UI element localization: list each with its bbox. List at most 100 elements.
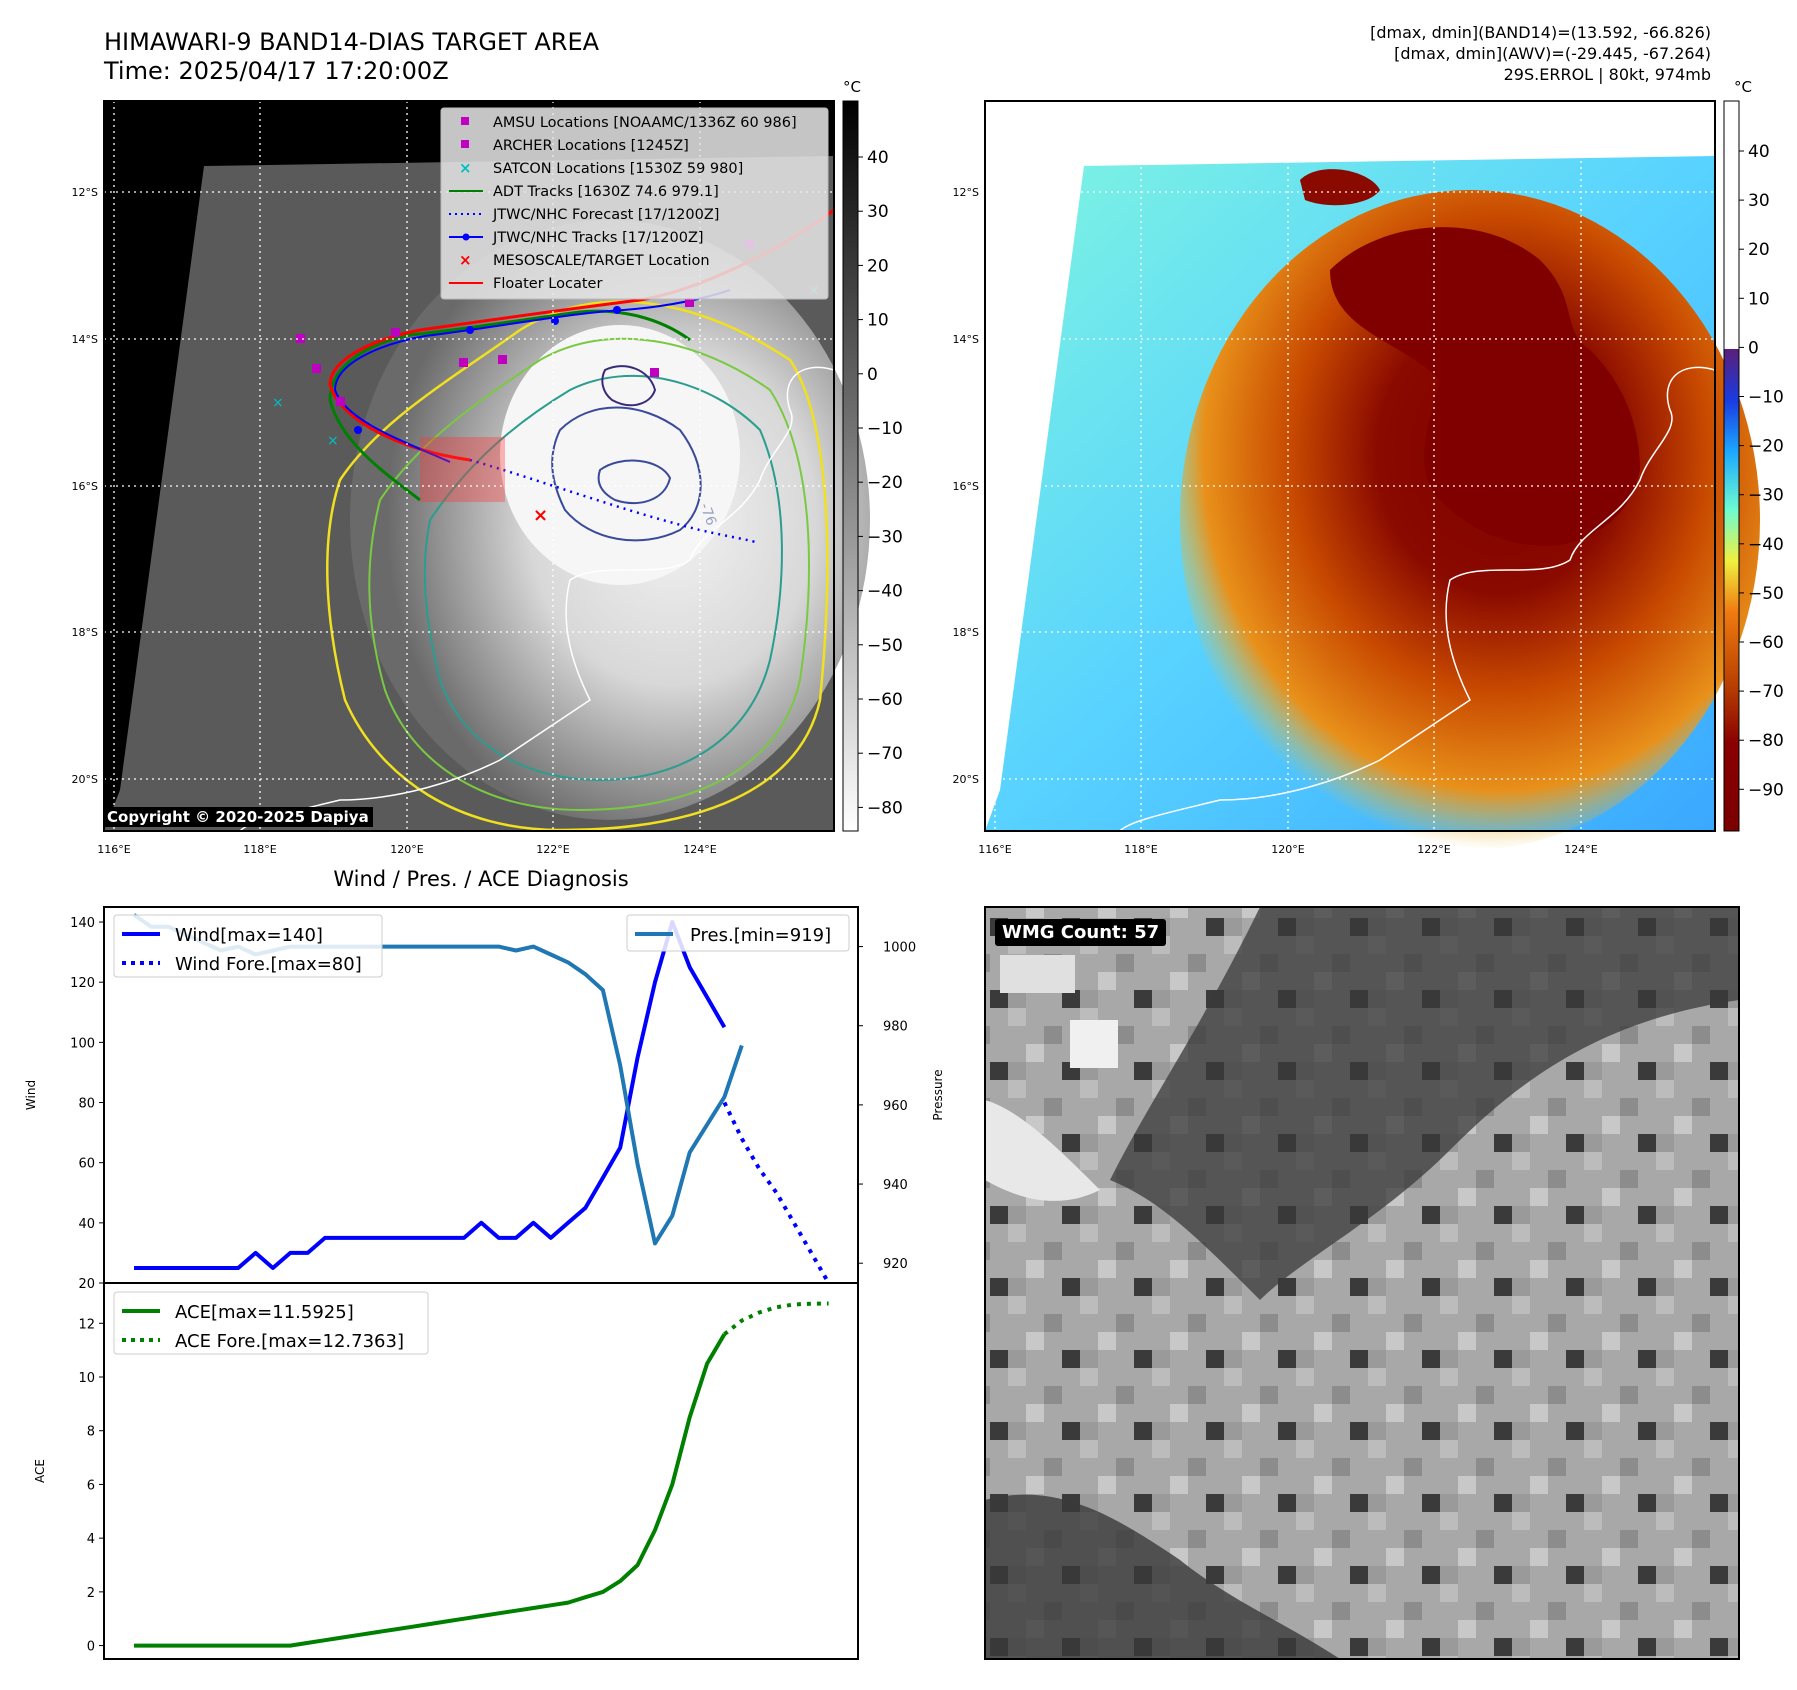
colorbar-tick-label: 40 xyxy=(1748,142,1770,162)
colorbar-tick-label: 40 xyxy=(867,148,889,168)
lat-label: 18°S xyxy=(72,626,98,639)
colorbar-tick-label: −90 xyxy=(1748,780,1784,800)
lat-label: 20°S xyxy=(72,773,98,786)
pressure-y-ticks: 920 940 960 980 1000 xyxy=(858,941,916,1272)
info-line-2: [dmax, dmin](AWV)=(-29.445, -67.264) xyxy=(1394,44,1711,63)
lon-label: 120°E xyxy=(390,843,423,856)
contour-blue xyxy=(551,406,702,542)
contour-inner xyxy=(597,459,672,504)
coastline xyxy=(239,366,835,832)
contour-indigo xyxy=(601,365,657,407)
colorbar-tick-label: 20 xyxy=(1748,240,1770,260)
series-line xyxy=(723,1301,829,1336)
jtwc-track-point xyxy=(354,426,362,434)
wmg-light-patch xyxy=(985,1100,1100,1201)
gray-colorbar-fill xyxy=(842,100,859,832)
ace-fore-legend-label: ACE Fore.[max=12.7363] xyxy=(175,1331,404,1352)
legend-item-label: SATCON Locations [1530Z 59 980] xyxy=(493,161,743,177)
series-line xyxy=(134,920,727,1270)
lat-label: 14°S xyxy=(953,333,979,346)
info-line-1: [dmax, dmin](BAND14)=(13.592, -66.826) xyxy=(1370,23,1711,42)
y-tick-label: 12 xyxy=(78,1317,95,1332)
wmg-light-block xyxy=(1000,955,1075,993)
lon-label: 124°E xyxy=(1564,843,1597,856)
wmg-dark-band xyxy=(1110,907,1739,1300)
colorbar-tick-label: 10 xyxy=(1748,289,1770,309)
y-tick-label: 960 xyxy=(883,1099,908,1114)
colorbar-tick-label: −40 xyxy=(1748,535,1784,555)
mesoscale-box xyxy=(420,437,505,502)
lat-label: 12°S xyxy=(72,186,98,199)
wmg-panel xyxy=(984,906,1740,1660)
amsu-marker xyxy=(296,334,305,343)
legend-items: AMSU Locations [NOAAMC/1336Z 60 986] ARCH… xyxy=(449,115,797,292)
lat-label: 18°S xyxy=(953,626,979,639)
contour-teal xyxy=(423,374,783,782)
lat-label: 12°S xyxy=(953,186,979,199)
gray-colorbar-ticks: 40 30 20 10 0 −10 −20 −30 −40 −50 −60 −70 −80 xyxy=(858,148,903,818)
lon-label: 122°E xyxy=(536,843,569,856)
ir-grid-lines xyxy=(985,101,1715,831)
wind-legend-label: Wind[max=140] xyxy=(175,925,323,946)
left-map-lon-labels: 116°E 118°E 120°E 122°E 124°E xyxy=(97,843,716,856)
left-map-lat-labels: 12°S 14°S 16°S 18°S 20°S xyxy=(72,186,98,786)
legend-item-label: MESOSCALE/TARGET Location xyxy=(493,253,710,269)
archer-marker xyxy=(459,358,468,367)
contour-label: -76 xyxy=(696,501,719,528)
legend-item-label: Floater Locater xyxy=(493,276,602,292)
colorbar-tick-label: −20 xyxy=(867,473,903,493)
colorbar-tick-label: −10 xyxy=(1748,388,1784,408)
wind-y-ticks: 20 40 60 80 100 120 140 xyxy=(70,916,104,1292)
lon-label: 116°E xyxy=(97,843,130,856)
lon-label: 120°E xyxy=(1271,843,1304,856)
colorbar-tick-label: −30 xyxy=(1748,486,1784,506)
legend-item-label: JTWC/NHC Tracks [17/1200Z] xyxy=(492,230,704,246)
ir-cold-top xyxy=(1300,169,1380,206)
lon-label: 118°E xyxy=(1124,843,1157,856)
lon-label: 118°E xyxy=(243,843,276,856)
legend-marker-x: × xyxy=(459,251,472,269)
wind-fore-legend-label: Wind Fore.[max=80] xyxy=(175,954,362,975)
y-tick-label: 6 xyxy=(87,1478,95,1493)
legend-marker-square xyxy=(461,140,469,148)
y-tick-label: 4 xyxy=(87,1532,95,1547)
legend-item-label: ADT Tracks [1630Z 74.6 979.1] xyxy=(493,184,719,200)
legend-marker-square xyxy=(461,117,469,125)
right-map-lon-labels: 116°E 118°E 120°E 122°E 124°E xyxy=(978,843,1597,856)
jtwc-track-point xyxy=(466,326,474,334)
lon-label: 122°E xyxy=(1417,843,1450,856)
ace-series xyxy=(134,1301,829,1648)
colorbar-tick-label: −70 xyxy=(1748,682,1784,702)
y-tick-label: 8 xyxy=(87,1425,95,1440)
colorbar-tick-label: −60 xyxy=(867,690,903,710)
y-tick-label: 940 xyxy=(883,1178,908,1193)
lat-label: 14°S xyxy=(72,333,98,346)
y-tick-label: 2 xyxy=(87,1586,95,1601)
y-tick-label: 80 xyxy=(78,1097,95,1112)
colorbar-tick-label: −60 xyxy=(1748,633,1784,653)
ir-coastline xyxy=(1119,366,1716,832)
wind-axis-label: Wind xyxy=(24,1080,38,1110)
color-colorbar: °C 40 30 20 10 0 −10 −20 −30 −40 −50 −60 −70 −80 −90 xyxy=(1723,78,1784,832)
colorbar-tick-label: 30 xyxy=(1748,191,1770,211)
y-tick-label: 40 xyxy=(78,1217,95,1232)
gray-colorbar: °C 40 30 20 10 0 −10 −20 −30 −40 −50 −60 −70 −80 xyxy=(842,78,903,832)
pressure-axis-label: Pressure xyxy=(931,1069,945,1120)
storm-cloud-core xyxy=(500,325,740,585)
legend-item-label: JTWC/NHC Forecast [17/1200Z] xyxy=(492,207,719,223)
y-tick-label: 20 xyxy=(78,1277,95,1292)
colorbar-tick-label: 10 xyxy=(867,311,889,331)
series-line xyxy=(722,1101,831,1284)
jtwc-track-point xyxy=(551,317,559,325)
colorbar-tick-label: 20 xyxy=(867,256,889,276)
y-tick-label: 10 xyxy=(78,1371,95,1386)
colorbar-tick-label: −10 xyxy=(867,419,903,439)
y-tick-label: 920 xyxy=(883,1257,908,1272)
colorbar-tick-label: 0 xyxy=(867,365,878,385)
jtwc-track-point xyxy=(613,306,621,314)
lat-label: 16°S xyxy=(953,480,979,493)
lat-label: 16°S xyxy=(72,480,98,493)
wmg-dark-lower xyxy=(985,1494,1340,1659)
colorbar-tick-label: −40 xyxy=(867,582,903,602)
title-line-2: Time: 2025/04/17 17:20:00Z xyxy=(103,57,449,85)
